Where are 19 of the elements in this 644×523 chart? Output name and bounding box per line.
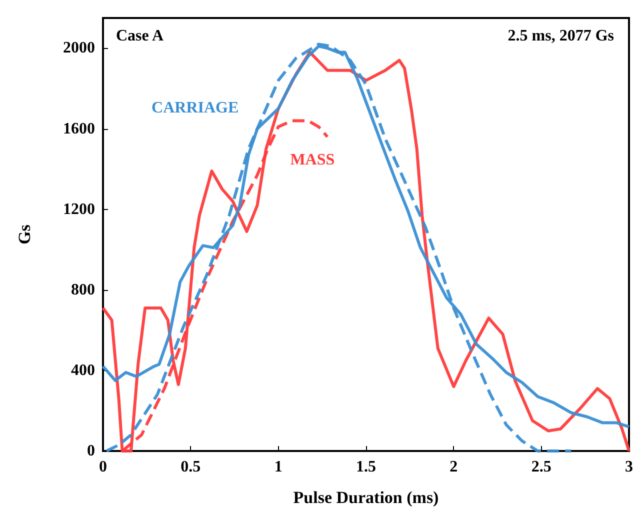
annotation: 2.5 ms, 2077 Gs xyxy=(508,28,614,44)
x-tick-label: 1.5 xyxy=(356,458,376,476)
y-tick-label: 2000 xyxy=(63,40,95,57)
series-label: MASS xyxy=(290,151,335,168)
y-tick-label: 800 xyxy=(71,281,95,298)
y-axis-title: Gs xyxy=(15,224,34,244)
x-tick-label: 3 xyxy=(625,458,633,476)
x-tick-label: 0 xyxy=(99,458,107,476)
series-label: CARRIAGE xyxy=(152,100,239,117)
y-tick-label: 0 xyxy=(87,442,95,460)
x-tick-label: 0.5 xyxy=(180,458,201,476)
y-tick-label: 1600 xyxy=(63,120,95,138)
y-tick-label: 400 xyxy=(71,362,95,379)
x-tick-label: 2.5 xyxy=(531,458,552,476)
y-tick-label: 1200 xyxy=(63,200,95,218)
x-tick-label: 2 xyxy=(450,458,458,476)
annotation: Case A xyxy=(116,28,164,44)
x-axis-title: Pulse Duration (ms) xyxy=(293,488,439,507)
x-tick-label: 1 xyxy=(274,458,282,476)
